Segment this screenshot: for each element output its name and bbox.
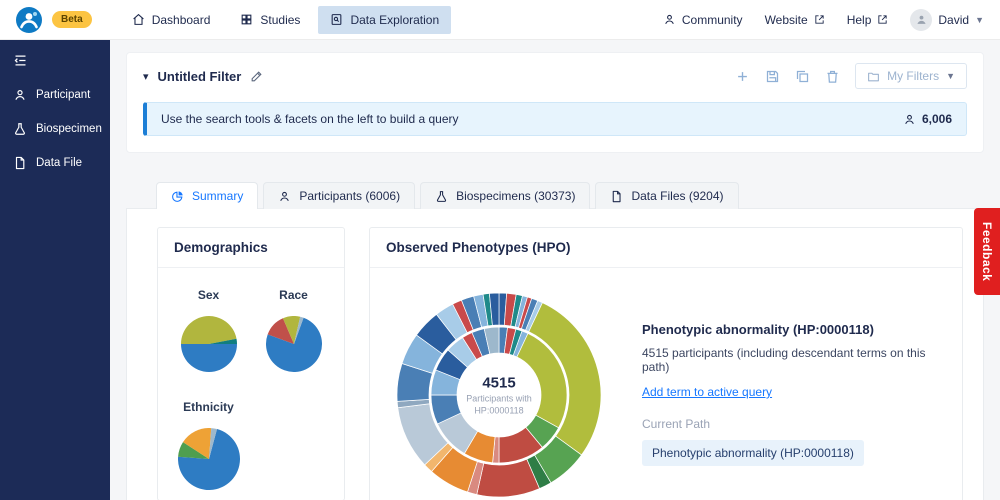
help-link[interactable]: Help — [847, 13, 889, 27]
main-nav: Dashboard Studies Data Exploration — [120, 5, 452, 34]
sidebar-item-label: Biospecimen — [36, 123, 102, 135]
nav-item-label: Studies — [260, 12, 301, 27]
home-icon — [132, 13, 145, 26]
community-label: Community — [681, 12, 743, 27]
sunburst-center-label: 4515 Participants with HP:0000118 — [459, 375, 539, 416]
logo-icon — [16, 6, 42, 33]
file-icon — [13, 156, 27, 170]
demographics-card: Demographics Sex Race Ethnicity — [157, 227, 345, 500]
query-builder-card: ▾ Untitled Filter — [126, 52, 984, 153]
demographics-title: Demographics — [158, 228, 344, 268]
sex-label: Sex — [197, 288, 220, 302]
race-label: Race — [279, 288, 308, 302]
website-link[interactable]: Website — [765, 13, 825, 27]
ethnicity-pie-chart[interactable] — [177, 428, 240, 490]
hpo-sunburst-chart[interactable]: 4515 Participants with HP:0000118 — [394, 290, 604, 500]
phenotype-detail-title: Phenotypic abnormality (HP:0000118) — [642, 322, 874, 337]
top-navbar: Beta Dashboard Studies Data Exploration — [0, 0, 1000, 40]
my-filters-label: My Filters — [887, 69, 940, 83]
sex-pie-chart[interactable] — [180, 316, 237, 372]
sidebar-item-data-file[interactable]: Data File — [0, 146, 110, 180]
person-icon — [13, 88, 27, 102]
phenotypes-card: Observed Phenotypes (HPO) 4515 Participa… — [369, 227, 963, 500]
current-path-value[interactable]: Phenotypic abnormality (HP:0000118) — [642, 440, 864, 466]
people-icon — [663, 13, 676, 26]
tab-summary[interactable]: Summary — [156, 182, 259, 209]
sex-pie-cell: Sex — [180, 288, 237, 372]
main-content: ▾ Untitled Filter — [110, 40, 1000, 500]
user-menu[interactable]: David ▼ — [910, 8, 984, 31]
tab-label: Data Files (9204) — [631, 189, 724, 203]
nav-item-studies[interactable]: Studies — [228, 6, 312, 34]
sidebar-item-label: Data File — [36, 157, 83, 169]
grid-icon — [240, 13, 253, 26]
person-icon — [903, 113, 916, 126]
summary-panel: Demographics Sex Race Ethnicity — [126, 208, 984, 500]
phenotypes-title: Observed Phenotypes (HPO) — [370, 228, 962, 268]
new-filter-icon[interactable] — [735, 69, 750, 84]
file-search-icon — [330, 13, 343, 26]
tab-row: Summary Participants (6006) Biospecimens… — [126, 181, 984, 209]
tab-label: Biospecimens (30373) — [456, 189, 576, 203]
avatar — [910, 8, 933, 31]
copy-filter-icon[interactable] — [795, 69, 810, 84]
current-path-label: Current Path — [642, 417, 711, 431]
race-pie-cell: Race — [265, 288, 322, 372]
race-pie-chart[interactable] — [265, 316, 322, 372]
participant-count: 6,006 — [903, 112, 952, 126]
tab-data-files[interactable]: Data Files (9204) — [595, 182, 739, 209]
flask-icon — [435, 190, 448, 203]
nav-item-label: Dashboard — [151, 12, 211, 27]
menu-fold-icon[interactable] — [0, 40, 110, 78]
participant-count-value: 6,006 — [921, 112, 952, 126]
sidebar-item-participant[interactable]: Participant — [0, 78, 110, 112]
feedback-button[interactable]: Feedback — [974, 208, 1000, 296]
external-link-icon — [877, 14, 888, 25]
flask-icon — [13, 122, 27, 136]
filter-title: Untitled Filter — [157, 68, 242, 84]
sidebar-item-label: Participant — [36, 89, 91, 101]
sunburst-center-caption: Participants with — [466, 393, 532, 404]
edit-filter-name-icon[interactable] — [250, 70, 263, 83]
file-icon — [610, 190, 623, 203]
sunburst-rings[interactable] — [394, 290, 604, 500]
sidebar-item-biospecimen[interactable]: Biospecimen — [0, 112, 110, 146]
nav-item-data-exploration[interactable]: Data Exploration — [318, 5, 452, 34]
external-link-icon — [814, 14, 825, 25]
sunburst-center-value: 4515 — [482, 374, 516, 392]
my-filters-button[interactable]: My Filters ▼ — [855, 63, 967, 89]
nav-item-dashboard[interactable]: Dashboard — [120, 6, 223, 34]
chevron-down-icon: ▼ — [946, 71, 955, 81]
facet-sidebar: Participant Biospecimen Data File — [0, 40, 110, 500]
chevron-down-icon: ▼ — [975, 14, 984, 25]
website-label: Website — [764, 12, 808, 27]
community-link[interactable]: Community — [663, 13, 743, 27]
banner-text: Use the search tools & facets on the lef… — [161, 112, 459, 126]
phenotype-detail-subtitle: 4515 participants (including descendant … — [642, 346, 926, 374]
ethnicity-pie-cell: Ethnicity — [177, 400, 240, 490]
beta-badge: Beta — [52, 11, 92, 28]
collapse-filter-icon[interactable]: ▾ — [143, 70, 149, 83]
person-icon — [278, 190, 291, 203]
nav-item-label: Data Exploration — [350, 12, 440, 27]
query-hint-banner: Use the search tools & facets on the lef… — [143, 102, 967, 136]
tab-label: Participants (6006) — [299, 189, 401, 203]
save-filter-icon[interactable] — [765, 69, 780, 84]
pie-chart-icon — [171, 190, 184, 203]
delete-filter-icon[interactable] — [825, 69, 840, 84]
folder-icon — [867, 70, 880, 83]
ethnicity-label: Ethnicity — [183, 400, 234, 414]
user-name: David — [938, 12, 970, 27]
app-logo[interactable] — [16, 6, 42, 33]
add-term-link[interactable]: Add term to active query — [642, 385, 773, 399]
help-label: Help — [846, 12, 872, 27]
tab-participants[interactable]: Participants (6006) — [263, 182, 416, 209]
tab-biospecimens[interactable]: Biospecimens (30373) — [420, 182, 591, 209]
sunburst-center-code: HP:0000118 — [474, 405, 524, 416]
tab-label: Summary — [192, 189, 244, 203]
phenotype-detail: Phenotypic abnormality (HP:0000118) 4515… — [642, 290, 938, 500]
results-tabs-area: Summary Participants (6006) Biospecimens… — [126, 181, 984, 500]
